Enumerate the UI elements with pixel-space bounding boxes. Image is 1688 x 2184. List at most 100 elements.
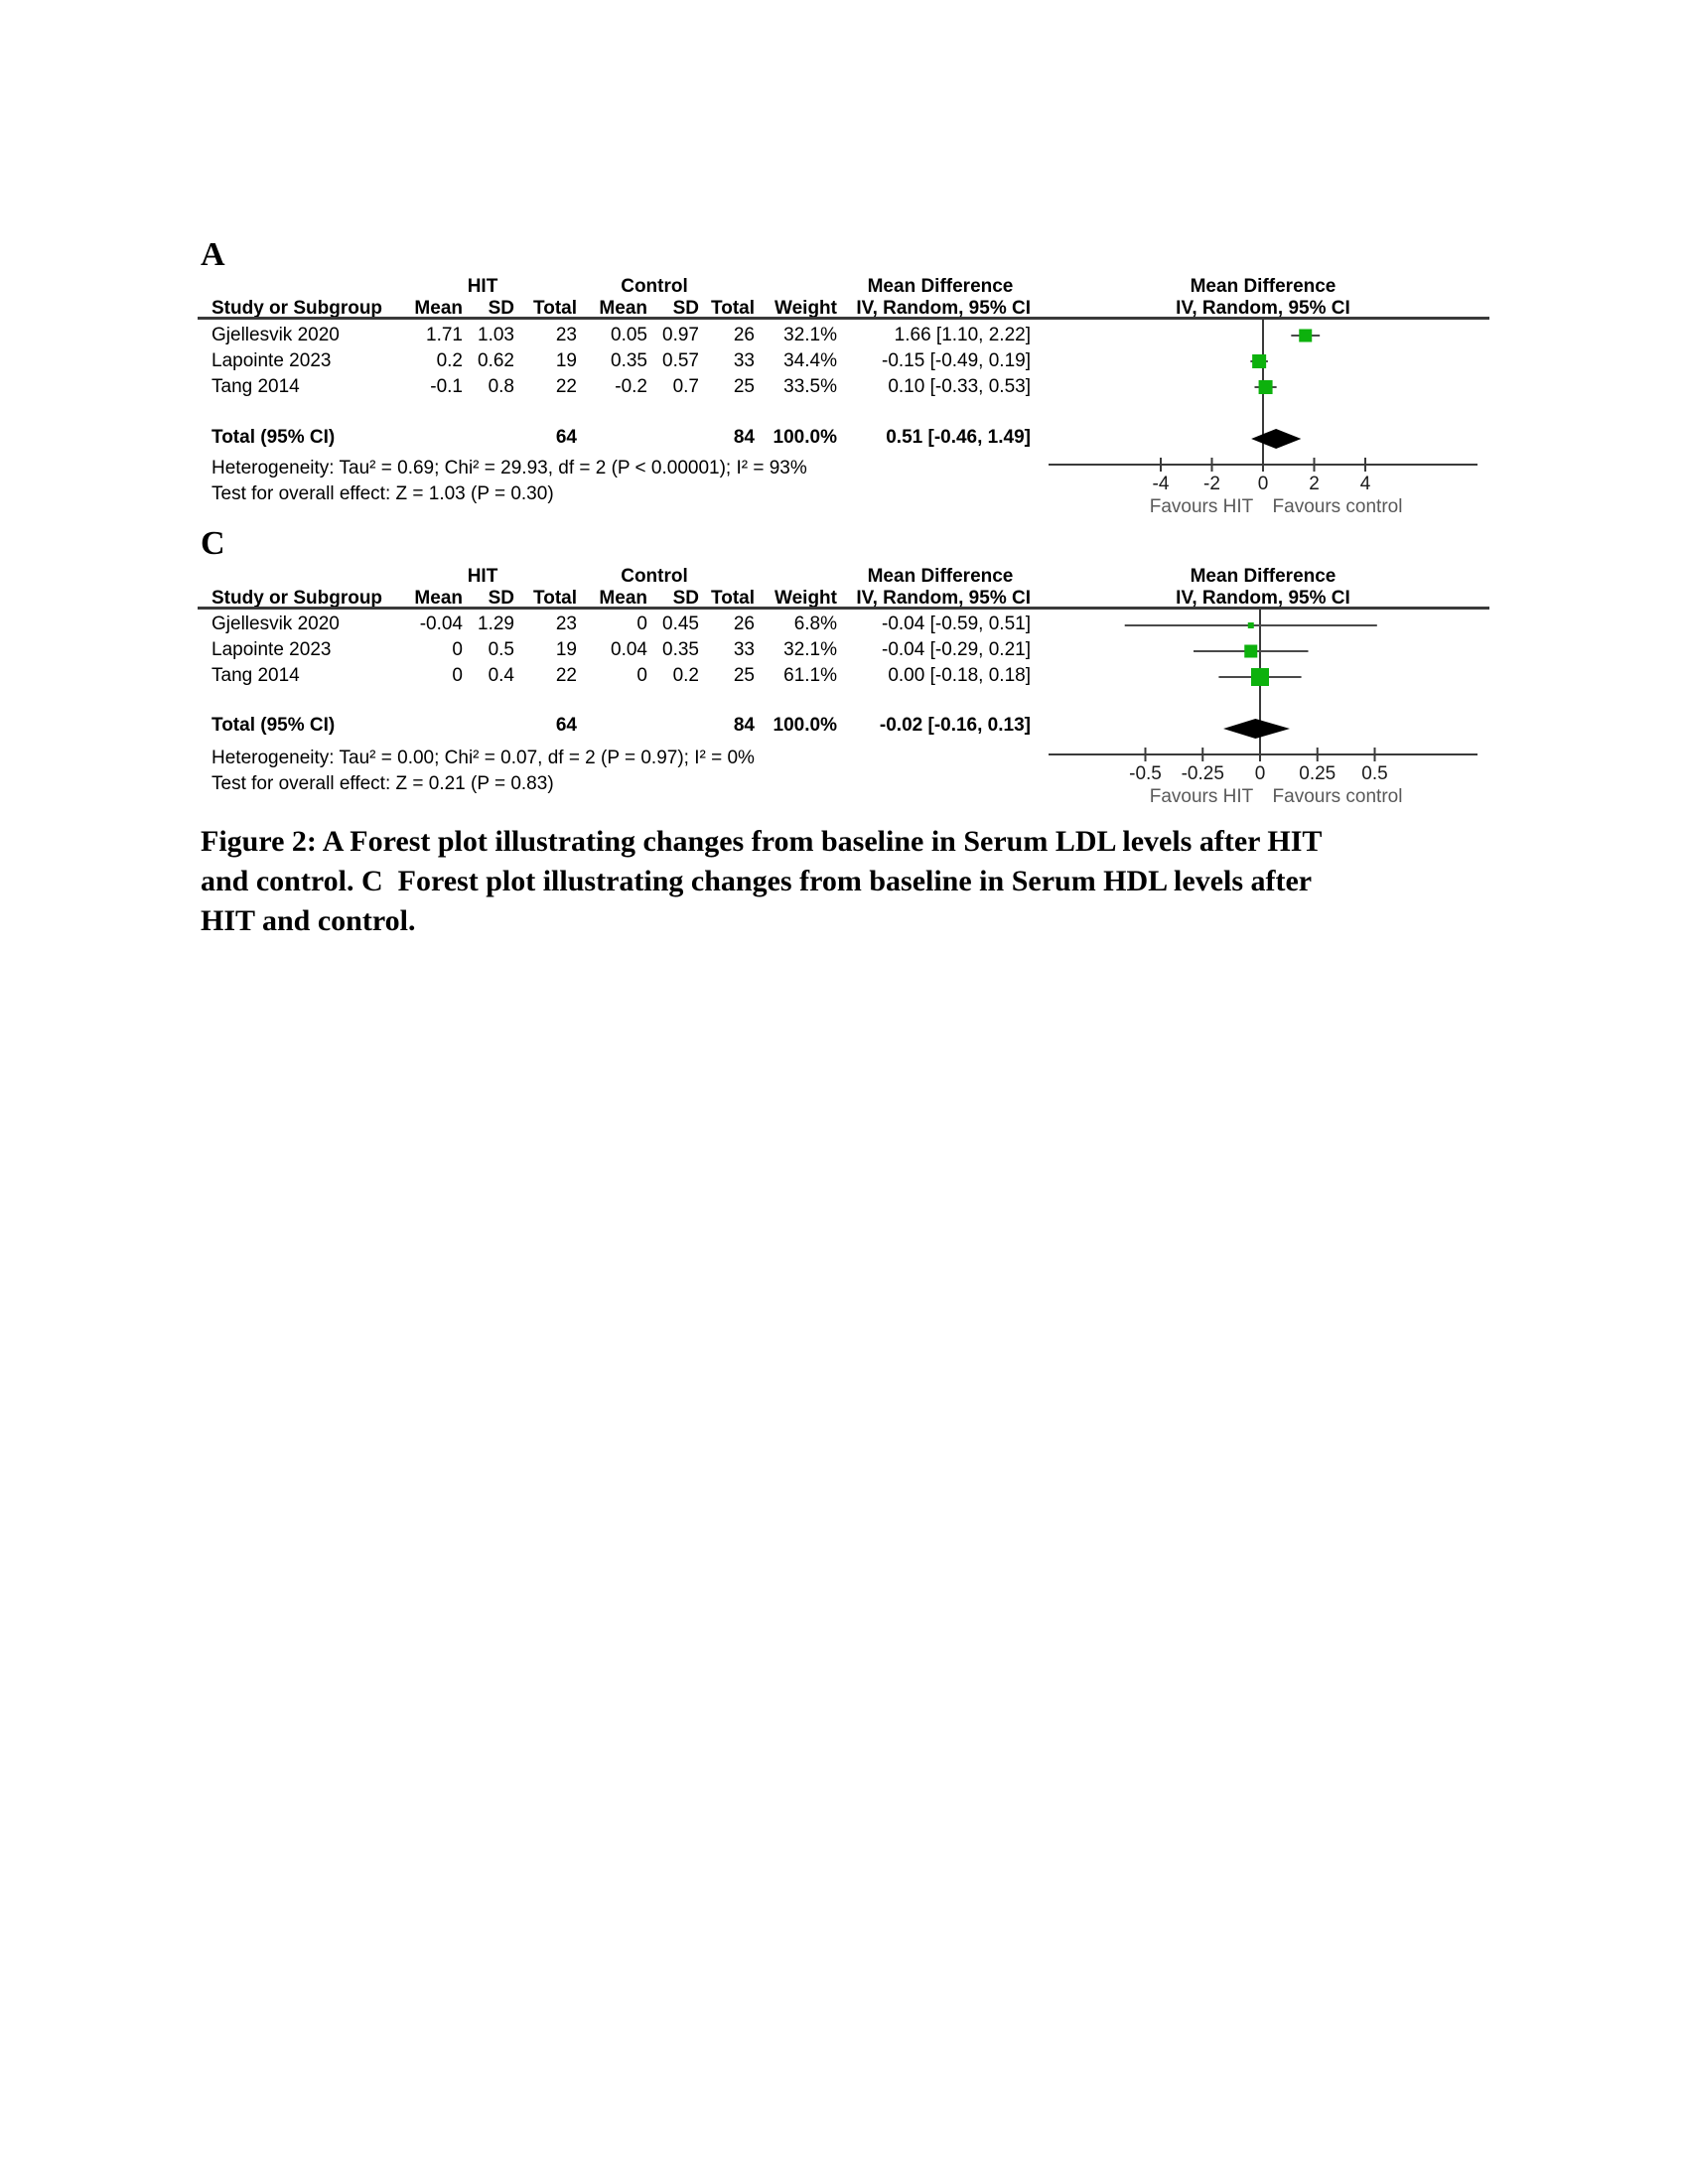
col-header-total-hit: Total	[533, 298, 577, 319]
control-mean: 0.05	[611, 325, 647, 345]
hit-sd: 0.4	[488, 665, 514, 686]
group-header-control: Control	[621, 276, 688, 297]
favours-right-label: Favours control	[1273, 496, 1403, 517]
axis-tick-label: 0.5	[1361, 763, 1387, 784]
hit-mean: 0	[452, 665, 463, 686]
control-total: 25	[733, 376, 755, 397]
header-rule	[198, 607, 1489, 610]
figure-caption-line-3: HIT and control.	[201, 904, 416, 937]
axis-tick-label: 0	[1258, 474, 1269, 494]
total-hit-n: 64	[555, 427, 577, 448]
study-point-estimate-marker	[1258, 380, 1273, 394]
group-header-mean-difference: Mean Difference	[867, 566, 1014, 587]
study-point-estimate-marker	[1244, 644, 1258, 658]
favours-left-label: Favours HIT	[1150, 496, 1254, 517]
control-sd: 0.45	[662, 614, 699, 634]
weight-value: 34.4%	[783, 350, 837, 371]
hit-sd: 0.5	[488, 639, 514, 660]
control-sd: 0.35	[662, 639, 699, 660]
favours-right-label: Favours control	[1273, 786, 1403, 807]
mean-difference-ci: -0.15 [-0.49, 0.19]	[882, 350, 1031, 371]
study-name: Lapointe 2023	[211, 350, 332, 371]
col-header-mean-hit: Mean	[414, 298, 463, 319]
total-mean-difference-ci: -0.02 [-0.16, 0.13]	[879, 715, 1031, 736]
control-mean: -0.2	[615, 376, 647, 397]
heterogeneity-line: Heterogeneity: Tau² = 0.69; Chi² = 29.93…	[211, 458, 807, 478]
hit-sd: 1.29	[478, 614, 514, 634]
col-header-sd-hit: SD	[488, 298, 514, 319]
hit-total: 23	[555, 614, 577, 634]
weight-value: 6.8%	[793, 614, 837, 634]
axis-tick-label: -0.5	[1129, 763, 1162, 784]
overall-effect-line: Test for overall effect: Z = 0.21 (P = 0…	[211, 773, 554, 794]
study-point-estimate-marker	[1247, 622, 1254, 628]
hit-total: 22	[555, 665, 577, 686]
plot-header-mean-difference: Mean Difference	[1190, 566, 1336, 587]
col-header-ci: IV, Random, 95% CI	[856, 588, 1031, 609]
col-header-sd-hit: SD	[488, 588, 514, 609]
axis-tick-label: -2	[1203, 474, 1220, 494]
mean-difference-ci: -0.04 [-0.29, 0.21]	[882, 639, 1031, 660]
col-header-sd-control: SD	[672, 298, 699, 319]
weight-value: 61.1%	[783, 665, 837, 686]
axis-tick-label: -0.25	[1182, 763, 1224, 784]
header-rule	[198, 317, 1489, 320]
total-weight: 100.0%	[773, 427, 837, 448]
total-weight: 100.0%	[773, 715, 837, 736]
mean-difference-ci: 1.66 [1.10, 2.22]	[894, 325, 1031, 345]
hit-mean: 1.71	[426, 325, 463, 345]
hit-total: 19	[555, 639, 577, 660]
forest-plot-canvas: -4 -2 0 2 4 Favours HIT Favours control	[1049, 320, 1477, 517]
axis-tick-label: 4	[1360, 474, 1371, 494]
total-row-label: Total (95% CI)	[211, 715, 336, 736]
control-total: 33	[733, 639, 755, 660]
control-mean: 0	[636, 665, 647, 686]
plot-header-mean-difference: Mean Difference	[1190, 276, 1336, 297]
mean-difference-ci: 0.10 [-0.33, 0.53]	[888, 376, 1031, 397]
hit-mean: -0.04	[419, 614, 463, 634]
col-header-study: Study or Subgroup	[211, 588, 383, 609]
hit-mean: -0.1	[430, 376, 463, 397]
total-row-label: Total (95% CI)	[211, 427, 336, 448]
mean-difference-ci: 0.00 [-0.18, 0.18]	[888, 665, 1031, 686]
col-header-sd-control: SD	[672, 588, 699, 609]
col-header-study: Study or Subgroup	[211, 298, 383, 319]
study-name: Gjellesvik 2020	[211, 614, 340, 634]
study-point-estimate-marker	[1299, 329, 1313, 342]
control-sd: 0.2	[672, 665, 699, 686]
weight-value: 32.1%	[783, 325, 837, 345]
hit-sd: 1.03	[478, 325, 514, 345]
study-name: Tang 2014	[211, 376, 300, 397]
col-header-total-control: Total	[711, 298, 755, 319]
mean-difference-ci: -0.04 [-0.59, 0.51]	[882, 614, 1031, 634]
control-sd: 0.97	[662, 325, 699, 345]
plot-header-ci: IV, Random, 95% CI	[1176, 298, 1350, 319]
hit-total: 22	[555, 376, 577, 397]
total-mean-difference-ci: 0.51 [-0.46, 1.49]	[886, 427, 1031, 448]
hit-total: 23	[555, 325, 577, 345]
figure-caption-line-2: and control. C Forest plot illustrating …	[201, 865, 1313, 897]
axis-tick-label: -4	[1153, 474, 1170, 494]
hit-sd: 0.62	[478, 350, 514, 371]
figure-caption-line-1: Figure 2: A Forest plot illustrating cha…	[201, 825, 1323, 858]
col-header-mean-control: Mean	[599, 588, 647, 609]
panel-c-label: C	[201, 525, 225, 562]
weight-value: 32.1%	[783, 639, 837, 660]
control-mean: 0.35	[611, 350, 647, 371]
hit-mean: 0.2	[436, 350, 463, 371]
study-point-estimate-marker	[1252, 354, 1267, 368]
col-header-total-hit: Total	[533, 588, 577, 609]
overall-effect-line: Test for overall effect: Z = 1.03 (P = 0…	[211, 483, 554, 504]
total-control-n: 84	[733, 715, 755, 736]
control-total: 26	[733, 614, 755, 634]
group-header-mean-difference: Mean Difference	[867, 276, 1014, 297]
study-point-estimate-marker	[1251, 668, 1269, 686]
group-header-control: Control	[621, 566, 688, 587]
study-name: Lapointe 2023	[211, 639, 332, 660]
col-header-ci: IV, Random, 95% CI	[856, 298, 1031, 319]
col-header-mean-hit: Mean	[414, 588, 463, 609]
total-hit-n: 64	[555, 715, 577, 736]
control-sd: 0.57	[662, 350, 699, 371]
control-total: 26	[733, 325, 755, 345]
heterogeneity-line: Heterogeneity: Tau² = 0.00; Chi² = 0.07,…	[211, 748, 755, 768]
